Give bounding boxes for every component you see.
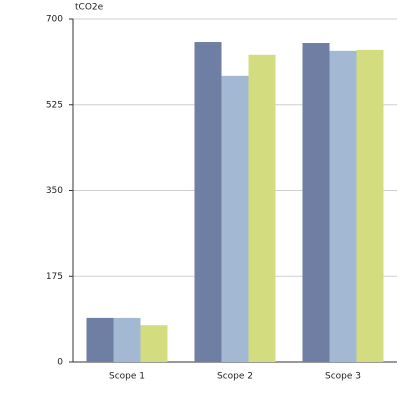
bar — [86, 317, 114, 362]
bar — [302, 43, 330, 362]
bar — [356, 49, 384, 363]
y-axis-label: tCO2e — [75, 3, 104, 13]
x-tick-label: Scope 3 — [325, 372, 361, 382]
y-tick-label: 700 — [46, 15, 63, 25]
x-tick-label: Scope 1 — [109, 372, 145, 382]
y-tick-label: 0 — [57, 358, 63, 368]
y-tick-label: 350 — [46, 186, 63, 196]
bar — [329, 50, 357, 362]
y-tick-label: 175 — [46, 272, 63, 282]
x-tick-label: Scope 2 — [217, 372, 253, 382]
bar — [140, 325, 168, 362]
y-tick-label: 525 — [46, 100, 63, 110]
bar — [194, 42, 222, 362]
bar — [113, 317, 141, 362]
bar — [221, 75, 249, 362]
bar — [248, 54, 276, 363]
